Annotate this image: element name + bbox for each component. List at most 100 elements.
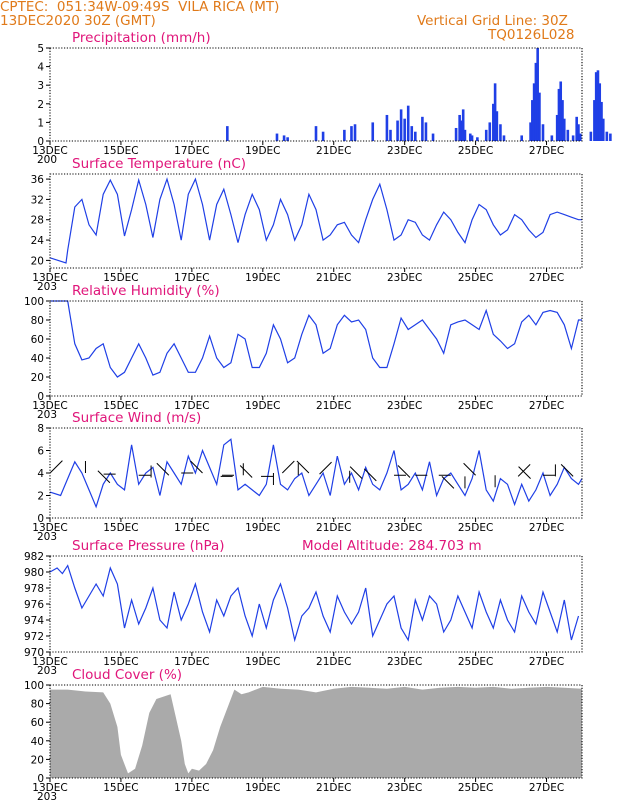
wind-arrow — [349, 466, 363, 479]
x-tick-label: 25DEC — [458, 145, 493, 157]
wind-arrow — [50, 460, 63, 473]
wind-arrow — [441, 476, 455, 489]
x-tick-label: 17DEC — [174, 522, 209, 534]
precip-bar — [538, 92, 541, 141]
panel-frame — [49, 300, 583, 397]
precip-bar — [460, 120, 463, 141]
x-tick-label: 19DEC — [245, 656, 280, 668]
precip-bar — [499, 124, 502, 141]
panel-frame — [49, 427, 583, 519]
x-tick-label: 13DEC — [32, 656, 67, 668]
series-line — [50, 300, 582, 378]
y-tick-label: 40 — [31, 736, 44, 748]
precip-bar — [593, 100, 596, 141]
wind-arrow — [463, 462, 476, 476]
x-year-label: 200 — [37, 154, 57, 166]
precip-bar — [424, 122, 428, 141]
wind-arrow — [281, 460, 295, 474]
precip-bar — [541, 124, 545, 141]
vertical-grid-line-label: Vertical Grid Line: 30Z — [417, 13, 568, 29]
y-tick-label: 0 — [37, 391, 44, 403]
x-tick-label: 27DEC — [529, 782, 564, 794]
series-line — [49, 438, 583, 509]
y-tick-label: 970 — [24, 647, 44, 659]
x-tick-label: 23DEC — [387, 522, 422, 534]
y-tick-label: 0 — [37, 513, 44, 525]
panel-frame — [49, 173, 583, 269]
y-tick-label: 36 — [31, 174, 45, 186]
precip-bar — [226, 126, 229, 141]
chart-panel-5: 970 972 974 976 978 980 982 13DEC 15DEC 17DEC 19DE… — [24, 538, 583, 677]
x-tick-label: 13DEC — [32, 522, 67, 534]
y-tick-label: 20 — [31, 255, 44, 267]
y-tick-label: 60 — [31, 334, 44, 346]
precip-bar — [578, 133, 582, 141]
precip-bar — [555, 114, 559, 141]
wind-arrow — [517, 464, 531, 477]
x-tick-label: 17DEC — [174, 145, 209, 157]
x-tick-label: 15DEC — [103, 782, 138, 794]
precip-bar — [562, 118, 566, 141]
run-date-label: 13DEC2020 30Z (GMT) — [0, 13, 156, 29]
wind-arrow — [296, 460, 310, 474]
wind-arrow — [190, 460, 203, 474]
precip-bar — [561, 100, 564, 141]
precip-bar — [314, 126, 318, 141]
x-tick-label: 21DEC — [316, 145, 351, 157]
x-tick-label: 23DEC — [387, 782, 422, 794]
y-tick-label: 978 — [24, 583, 44, 595]
precip-bar — [275, 133, 279, 141]
x-tick-label: 15DEC — [103, 400, 138, 412]
panel-title: Relative Humidity (%) — [72, 283, 220, 299]
precip-bar — [396, 120, 399, 141]
x-tick-label: 25DEC — [458, 656, 493, 668]
precip-bar — [353, 124, 357, 141]
x-year-label: 203 — [37, 791, 57, 800]
model-altitude-label: Model Altitude: 284.703 m — [302, 538, 482, 554]
precip-bar — [531, 100, 534, 141]
y-tick-label: 0 — [37, 773, 44, 785]
precip-bar — [596, 70, 600, 141]
precip-bar — [493, 83, 497, 141]
precip-bar — [458, 114, 461, 141]
y-tick-label: 20 — [31, 754, 44, 766]
panel-title: Precipitation (mm/h) — [72, 30, 211, 46]
x-tick-label: 25DEC — [458, 272, 493, 284]
precip-bar — [431, 133, 435, 141]
y-tick-label: 2 — [37, 491, 44, 503]
precip-bar — [286, 137, 289, 141]
y-tick-label: 980 — [24, 567, 44, 579]
precip-bar — [534, 62, 538, 141]
station-header: CPTEC: 051:34W-09:49S VILA RICA (MT) — [0, 0, 280, 15]
x-year-label: 203 — [37, 531, 57, 543]
precip-bar — [600, 101, 603, 141]
x-tick-label: 23DEC — [387, 145, 422, 157]
x-tick-label: 23DEC — [387, 272, 422, 284]
panel-title: Cloud Cover (%) — [72, 667, 182, 683]
x-tick-label: 27DEC — [529, 400, 564, 412]
x-tick-label: 25DEC — [458, 782, 493, 794]
x-tick-label: 23DEC — [387, 656, 422, 668]
x-year-label: 203 — [37, 409, 57, 421]
x-tick-label: 21DEC — [316, 782, 351, 794]
precip-bar — [492, 103, 495, 141]
precip-bar — [532, 83, 536, 141]
y-tick-label: 80 — [31, 699, 44, 711]
precip-bar — [385, 114, 389, 141]
precip-bar — [414, 131, 417, 141]
x-tick-label: 13DEC — [32, 145, 67, 157]
x-tick-label: 19DEC — [245, 522, 280, 534]
wind-arrow — [363, 468, 377, 482]
y-tick-label: 6 — [37, 446, 44, 458]
chart-panel-1: 0 1 2 3 4 5 13DEC 15DEC 17DEC 19DEC 21DEC 23DEC 25DE… — [32, 30, 612, 166]
precip-bar — [403, 118, 406, 141]
x-tick-label: 13DEC — [32, 400, 67, 412]
y-tick-label: 100 — [24, 680, 44, 692]
precip-bar — [399, 109, 403, 141]
y-tick-label: 974 — [24, 615, 44, 627]
precip-bar — [529, 122, 532, 141]
x-tick-label: 23DEC — [387, 400, 422, 412]
chart-panel-6: 0 20 40 60 80 100 13DEC 15DEC 17DEC 19DEC 21DEC 23D… — [24, 667, 583, 800]
series-line — [49, 177, 582, 264]
